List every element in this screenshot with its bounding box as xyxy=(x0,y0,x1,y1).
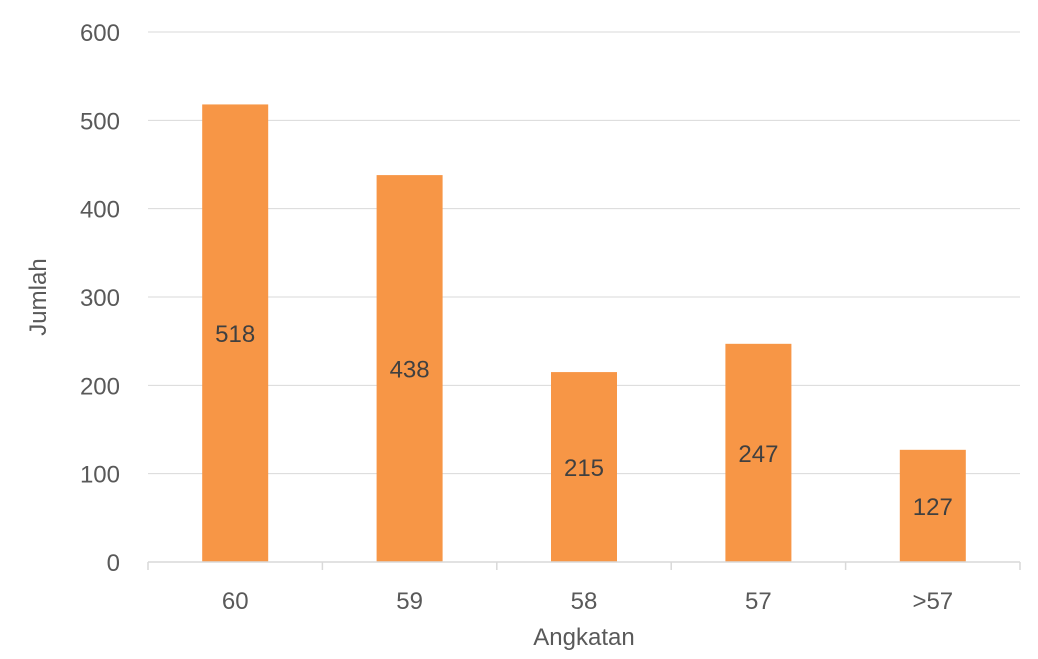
bar xyxy=(725,343,792,562)
bar xyxy=(551,372,617,562)
x-tick-label: 60 xyxy=(222,588,249,615)
x-tick-labels: 60 59 58 57 >57 xyxy=(222,588,953,615)
x-axis xyxy=(147,561,1021,570)
gridlines xyxy=(148,31,1020,475)
y-tick-label: 100 xyxy=(80,462,120,489)
y-tick-label: 0 xyxy=(107,550,120,577)
y-tick-label: 200 xyxy=(80,373,120,400)
y-tick-label: 500 xyxy=(80,108,120,135)
bar xyxy=(899,449,966,562)
y-tick-labels: 0 100 200 300 400 500 600 xyxy=(80,20,120,577)
x-tick-label: 57 xyxy=(745,588,772,615)
x-axis-title: Angkatan xyxy=(533,624,634,651)
x-tick-label: >57 xyxy=(912,588,953,615)
data-label: 215 xyxy=(564,455,604,482)
y-tick-label: 300 xyxy=(80,285,120,312)
x-tick-label: 59 xyxy=(396,588,423,615)
x-tick-label: 58 xyxy=(571,588,598,615)
data-label: 518 xyxy=(215,321,255,348)
bar xyxy=(202,104,269,562)
bar xyxy=(376,175,443,562)
data-labels: 518 438 215 247 127 xyxy=(215,321,953,521)
y-axis-title: Jumlah xyxy=(25,258,52,335)
y-tick-label: 400 xyxy=(80,197,120,224)
bars xyxy=(202,104,966,562)
data-label: 438 xyxy=(390,357,430,384)
data-label: 127 xyxy=(913,494,953,521)
data-label: 247 xyxy=(738,441,778,468)
y-tick-label: 600 xyxy=(80,20,120,47)
